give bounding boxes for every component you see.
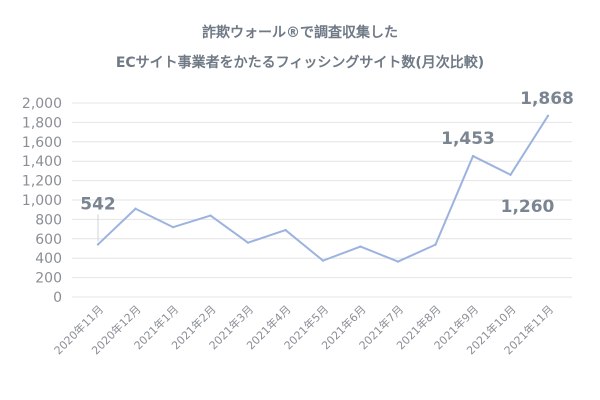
data-label: 1,453 [441, 129, 495, 149]
data-point [284, 228, 287, 232]
y-tick-label: 1,000 [22, 193, 62, 209]
y-tick-label: 1,400 [22, 154, 62, 170]
data-label: 1,868 [520, 89, 574, 109]
y-tick-label: 1,600 [22, 135, 62, 151]
data-point [434, 243, 437, 246]
data-point [96, 243, 100, 246]
y-tick-label: 1,200 [22, 174, 62, 190]
data-point [321, 259, 325, 262]
data-point [471, 154, 475, 158]
y-tick-label: 600 [35, 232, 62, 248]
data-point [246, 241, 250, 244]
data-point [509, 173, 512, 176]
y-tick-label: 0 [53, 290, 62, 306]
y-tick-label: 1,800 [22, 115, 62, 131]
data-point [171, 225, 175, 229]
data-point [209, 214, 212, 217]
data-point [546, 114, 550, 118]
data-labels: 542 1,453 1,260 1,868 [80, 89, 574, 242]
y-tick-label: 200 [35, 271, 62, 287]
chart-title-line-1: 詐欺ウォール®で調査収集した [202, 25, 398, 41]
series [96, 114, 550, 263]
data-point [134, 207, 137, 210]
y-axis-ticks: 0 200 400 600 800 1,000 1,200 1,400 1,600 1,800 2,… [22, 96, 62, 306]
y-tick-label: 800 [35, 212, 62, 228]
data-point [359, 245, 362, 248]
y-tick-label: 2,000 [22, 96, 62, 112]
gridlines [72, 102, 572, 298]
data-label: 542 [80, 194, 116, 214]
x-axis-ticks: 2020年11月2020年12月2021年1月2021年2月2021年3月202… [51, 302, 556, 357]
data-point [396, 260, 400, 263]
y-tick-label: 400 [35, 251, 62, 267]
chart-title-line-2: ECサイト事業者をかたるフィッシングサイト数(月次比較) [115, 55, 485, 71]
data-label: 1,260 [501, 197, 555, 217]
